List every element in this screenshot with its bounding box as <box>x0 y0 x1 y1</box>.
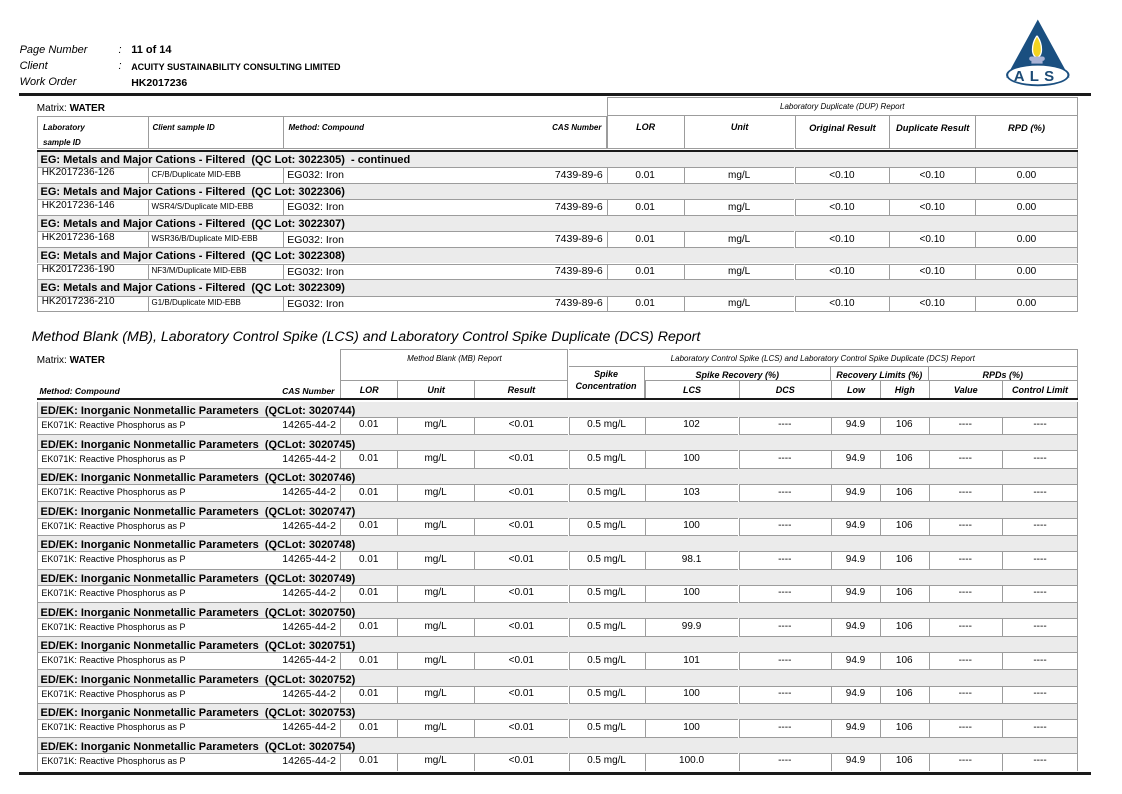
svg-text:ALS: ALS <box>1014 68 1060 85</box>
